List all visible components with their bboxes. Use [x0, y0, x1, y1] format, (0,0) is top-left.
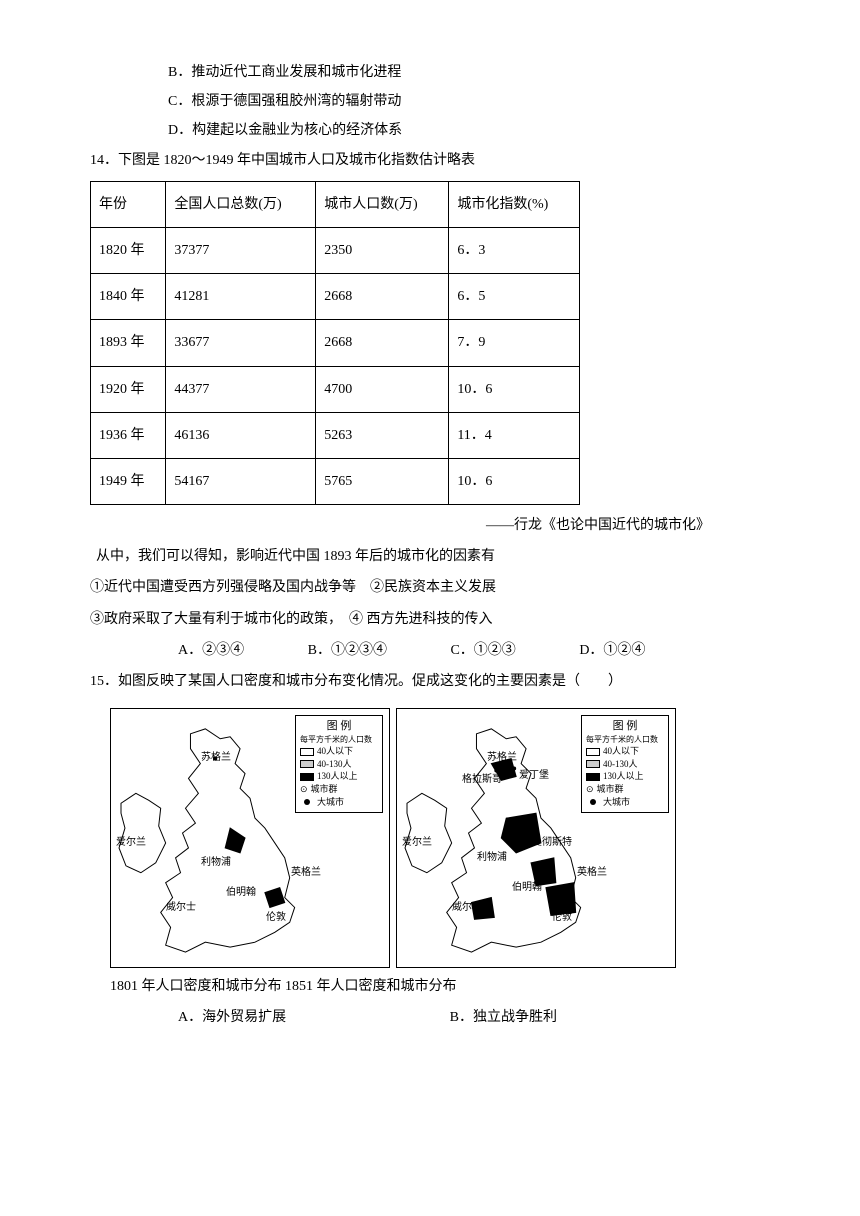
table-cell: 44377: [166, 366, 316, 412]
legend-title: 图 例: [586, 719, 664, 733]
legend-1851: 图 例 每平方千米的人口数 40人以下 40-130人 130人以上 ⊙城市群 …: [581, 715, 669, 813]
legend-item: 40-130人: [317, 759, 352, 771]
table-cell: 1820 年: [91, 227, 166, 273]
table-cell: 1840 年: [91, 274, 166, 320]
table-cell: 1893 年: [91, 320, 166, 366]
q14-statement-2: ③政府采取了大量有利于城市化的政策， ④ 西方先进科技的传入: [90, 607, 770, 632]
table-cell: 1920 年: [91, 366, 166, 412]
map-label-england: 英格兰: [577, 864, 607, 882]
map-label-london: 伦敦: [266, 909, 286, 927]
urbanization-table: 年份 全国人口总数(万) 城市人口数(万) 城市化指数(%) 1820 年 37…: [90, 181, 580, 505]
q14-option-d: D．①②④: [579, 638, 645, 663]
map-label-ireland: 爱尔兰: [116, 834, 146, 852]
map-label-ireland: 爱尔兰: [402, 834, 432, 852]
map-label-liverpool: 利物浦: [201, 854, 231, 872]
q14-intro: 14．下图是 1820～1949 年中国城市人口及城市化指数估计略表: [90, 148, 770, 173]
legend-item: 城市群: [597, 784, 624, 796]
q15-options: A．海外贸易扩展 B．独立战争胜利: [90, 1005, 770, 1030]
legend-subtitle: 每平方千米的人口数: [300, 735, 378, 745]
q14-option-c: C．①②③: [450, 638, 515, 663]
map-label-wales: 威尔士: [166, 899, 196, 917]
legend-item: 40人以下: [317, 746, 353, 758]
legend-item: 大城市: [317, 797, 344, 809]
q14-options: A．②③④ B．①②③④ C．①②③ D．①②④: [90, 638, 770, 663]
map-label-liverpool: 利物浦: [477, 849, 507, 867]
table-header: 城市人口数(万): [316, 181, 449, 227]
table-cell: 54167: [166, 458, 316, 504]
table-cell: 2668: [316, 320, 449, 366]
table-header: 年份: [91, 181, 166, 227]
map-label-glasgow: 格拉斯哥: [462, 771, 502, 789]
table-cell: 41281: [166, 274, 316, 320]
map-label-london: 伦敦: [552, 909, 572, 927]
q15-option-a: A．海外贸易扩展: [178, 1005, 286, 1030]
q13-option-d: D．构建起以金融业为核心的经济体系: [90, 118, 770, 143]
legend-subtitle: 每平方千米的人口数: [586, 735, 664, 745]
q15-intro: 15．如图反映了某国人口密度和城市分布变化情况。促成这变化的主要因素是（ ）: [90, 669, 770, 694]
table-cell: 6．3: [449, 227, 579, 273]
legend-title: 图 例: [300, 719, 378, 733]
table-cell: 11．4: [449, 412, 579, 458]
table-cell: 4700: [316, 366, 449, 412]
legend-item: 130人以上: [317, 771, 358, 783]
map-label-wales: 威尔士: [452, 899, 482, 917]
legend-item: 40-130人: [603, 759, 638, 771]
table-cell: 1936 年: [91, 412, 166, 458]
table-cell: 5765: [316, 458, 449, 504]
map-label-edinburgh: 爱丁堡: [519, 767, 549, 785]
legend-item: 城市群: [311, 784, 338, 796]
q13-option-c: C．根源于德国强租胶州湾的辐射带动: [90, 89, 770, 114]
q14-option-b: B．①②③④: [308, 638, 387, 663]
q14-prompt: 从中，我们可以得知，影响近代中国 1893 年后的城市化的因素有: [90, 544, 770, 569]
table-cell: 37377: [166, 227, 316, 273]
legend-item: 40人以下: [603, 746, 639, 758]
table-cell: 10．6: [449, 366, 579, 412]
q14-source: ——行龙《也论中国近代的城市化》: [90, 513, 770, 538]
table-cell: 46136: [166, 412, 316, 458]
map-1801: 图 例 每平方千米的人口数 40人以下 40-130人 130人以上 ⊙城市群 …: [110, 708, 390, 968]
maps-container: 图 例 每平方千米的人口数 40人以下 40-130人 130人以上 ⊙城市群 …: [110, 708, 770, 968]
table-cell: 33677: [166, 320, 316, 366]
table-cell: 6．5: [449, 274, 579, 320]
table-cell: 2350: [316, 227, 449, 273]
table-cell: 1949 年: [91, 458, 166, 504]
table-cell: 2668: [316, 274, 449, 320]
map-caption: 1801 年人口密度和城市分布 1851 年人口密度和城市分布: [90, 974, 770, 999]
map-label-birmingham: 伯明翰: [512, 879, 542, 897]
legend-item: 大城市: [603, 797, 630, 809]
q15-option-b: B．独立战争胜利: [450, 1005, 557, 1030]
table-header: 城市化指数(%): [449, 181, 579, 227]
table-header: 全国人口总数(万): [166, 181, 316, 227]
map-label-scotland: 苏格兰: [487, 749, 517, 767]
q14-option-a: A．②③④: [178, 638, 244, 663]
table-cell: 10．6: [449, 458, 579, 504]
q13-option-b: B．推动近代工商业发展和城市化进程: [90, 60, 770, 85]
map-label-manchester: 曼彻斯特: [532, 834, 572, 852]
table-cell: 5263: [316, 412, 449, 458]
map-label-england: 英格兰: [291, 864, 321, 882]
legend-item: 130人以上: [603, 771, 644, 783]
map-label-scotland: 苏格兰: [201, 749, 231, 767]
map-1851: 图 例 每平方千米的人口数 40人以下 40-130人 130人以上 ⊙城市群 …: [396, 708, 676, 968]
table-cell: 7．9: [449, 320, 579, 366]
q14-statement-1: ①近代中国遭受西方列强侵略及国内战争等 ②民族资本主义发展: [90, 575, 770, 600]
map-label-birmingham: 伯明翰: [226, 884, 256, 902]
legend-1801: 图 例 每平方千米的人口数 40人以下 40-130人 130人以上 ⊙城市群 …: [295, 715, 383, 813]
